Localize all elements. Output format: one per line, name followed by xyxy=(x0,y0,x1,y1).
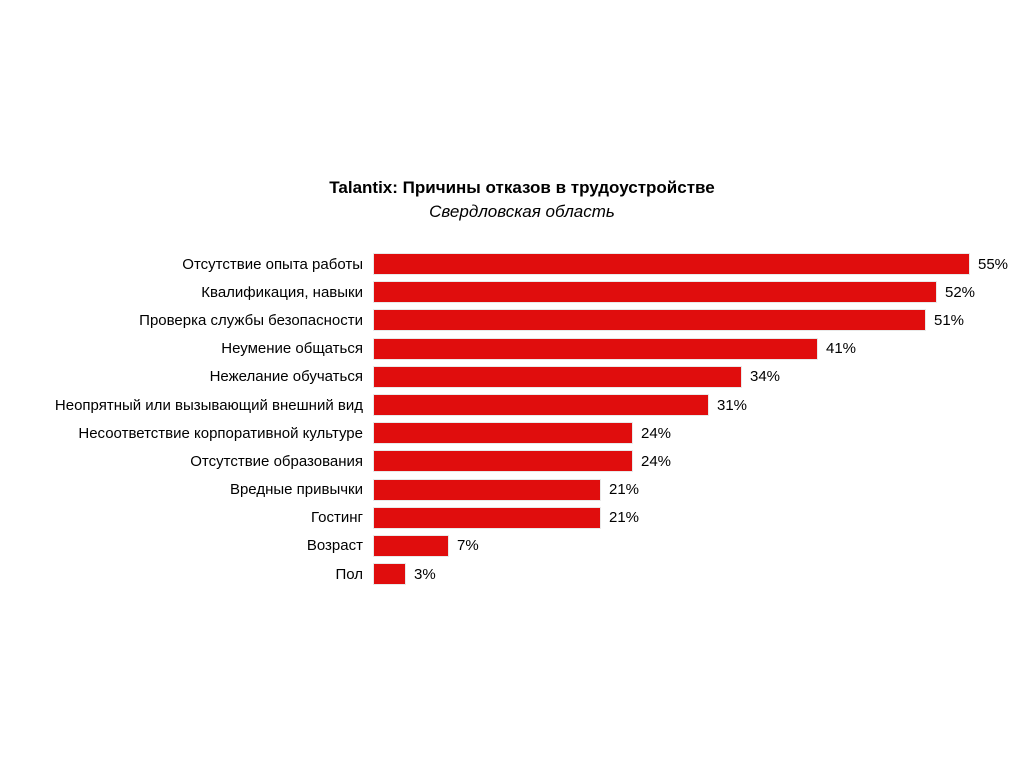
chart-title-block: Talantix: Причины отказов в трудоустройс… xyxy=(20,176,1024,224)
value-label: 21% xyxy=(609,481,640,499)
bar-row: Неопрятный или вызывающий внешний вид 31% xyxy=(0,391,1024,419)
chart-subtitle: Свердловская область xyxy=(429,202,615,221)
bar xyxy=(373,506,601,529)
bar-row: Нежелание обучаться 34% xyxy=(0,363,1024,391)
category-label: Несоответствие корпоративной культуре xyxy=(78,424,363,442)
bar xyxy=(373,422,633,445)
category-label: Неумение общаться xyxy=(221,340,363,358)
chart-title: Talantix: Причины отказов в трудоустройс… xyxy=(329,178,715,197)
category-label: Гостинг xyxy=(311,509,363,527)
bar-row: Проверка службы безопасности 51% xyxy=(0,306,1024,334)
bar-plot-area: Отсутствие опыта работы 55% Квалификация, … xyxy=(0,250,1024,588)
category-label: Отсутствие образования xyxy=(190,452,363,470)
bar xyxy=(373,281,937,304)
value-label: 51% xyxy=(934,311,965,329)
value-label: 52% xyxy=(945,283,976,301)
bar-row: Несоответствие корпоративной культуре 24% xyxy=(0,419,1024,447)
bar-row: Отсутствие образования 24% xyxy=(0,447,1024,475)
bar-row: Отсутствие опыта работы 55% xyxy=(0,250,1024,278)
bar-row: Пол 3% xyxy=(0,560,1024,588)
bar-row: Вредные привычки 21% xyxy=(0,476,1024,504)
category-label: Возраст xyxy=(306,537,363,555)
category-label: Вредные привычки xyxy=(229,481,363,499)
bar-row: Неумение общаться 41% xyxy=(0,335,1024,363)
bar-row: Гостинг 21% xyxy=(0,504,1024,532)
bar xyxy=(373,534,449,557)
value-label: 41% xyxy=(826,340,857,358)
bar xyxy=(373,365,742,388)
value-label: 31% xyxy=(717,396,748,414)
value-label: 21% xyxy=(609,509,640,527)
category-label: Пол xyxy=(335,565,363,583)
value-label: 24% xyxy=(641,452,672,470)
bar xyxy=(373,563,406,586)
bar xyxy=(373,337,818,360)
bar-row: Возраст 7% xyxy=(0,532,1024,560)
bar xyxy=(373,394,709,417)
bar xyxy=(373,253,970,276)
category-label: Проверка службы безопасности xyxy=(139,311,363,329)
value-label: 34% xyxy=(750,368,781,386)
value-label: 24% xyxy=(641,424,672,442)
category-label: Отсутствие опыта работы xyxy=(182,255,363,273)
value-label: 55% xyxy=(978,255,1009,273)
bar-row: Квалификация, навыки 52% xyxy=(0,278,1024,306)
category-label: Квалификация, навыки xyxy=(201,283,363,301)
category-label: Неопрятный или вызывающий внешний вид xyxy=(54,396,363,414)
bar xyxy=(373,450,633,473)
bar xyxy=(373,478,601,501)
category-label: Нежелание обучаться xyxy=(209,368,363,386)
value-label: 3% xyxy=(414,565,436,583)
bar xyxy=(373,309,926,332)
value-label: 7% xyxy=(457,537,479,555)
